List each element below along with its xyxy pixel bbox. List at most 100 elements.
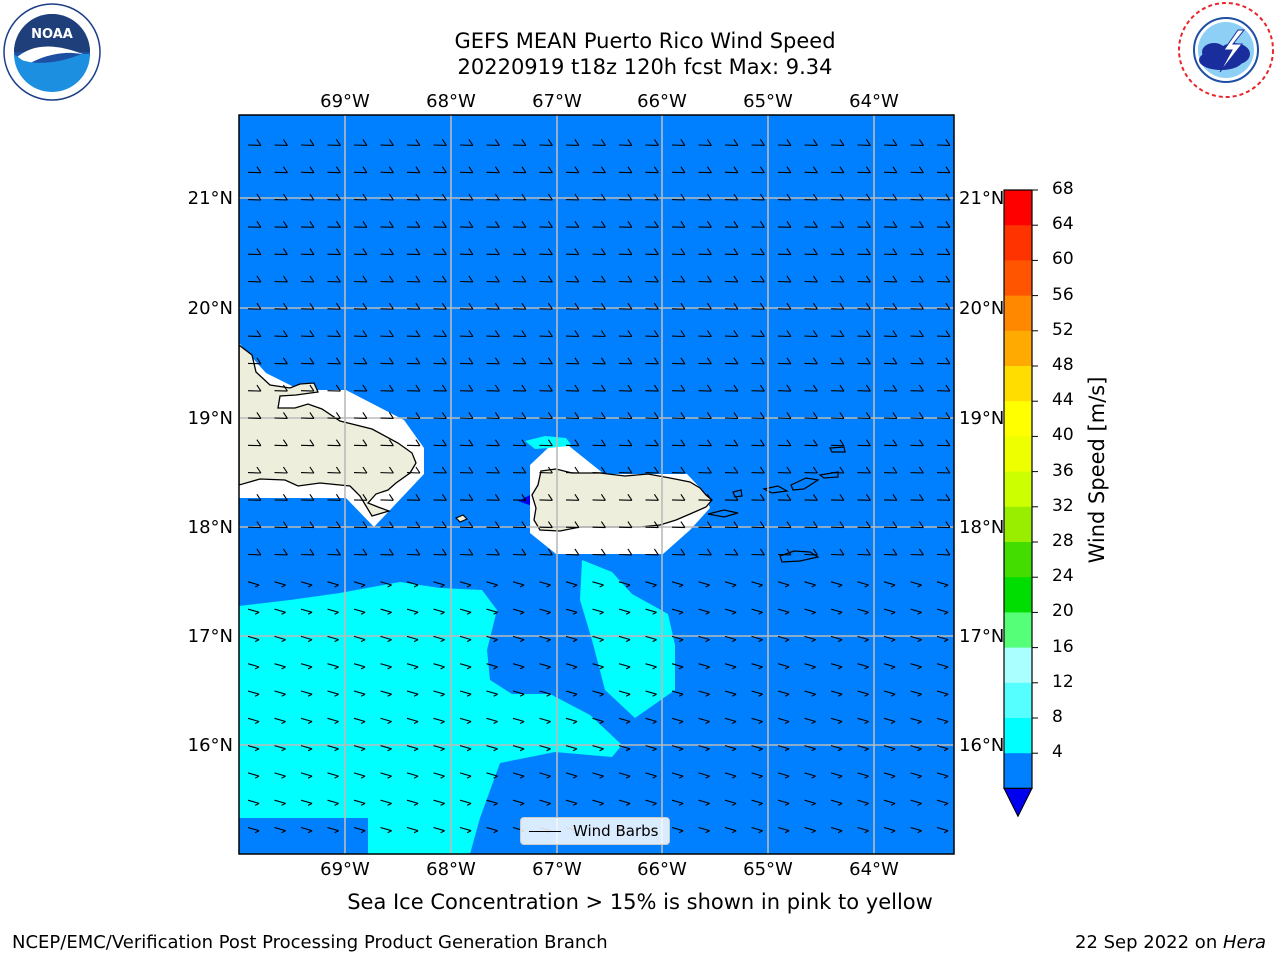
right-lat-label: 18°N — [959, 517, 1004, 538]
wind-barb — [433, 384, 447, 392]
wind-barb — [274, 493, 288, 501]
wind-barb — [804, 635, 816, 643]
wind-barb — [883, 608, 896, 615]
wind-barb — [380, 220, 394, 228]
wind-barb — [247, 690, 260, 697]
wind-barb — [751, 826, 763, 834]
wind-barb — [406, 608, 419, 615]
wind-barb — [512, 166, 527, 174]
wind-barb — [512, 139, 527, 146]
wind-barb — [512, 608, 525, 615]
wind-barb — [380, 581, 392, 588]
wind-barb — [274, 799, 286, 806]
wind-barb — [565, 493, 580, 501]
colorbar-segment — [1004, 542, 1032, 578]
wind-barb — [565, 166, 580, 174]
wind-barb — [645, 493, 659, 501]
wind-barb — [857, 799, 869, 806]
wind-barb — [247, 745, 260, 752]
wind-barb — [486, 690, 498, 697]
wind-barb — [459, 717, 472, 724]
wind-barb — [777, 357, 792, 365]
wind-barb — [592, 166, 606, 174]
wind-barb — [645, 521, 659, 529]
wind-barb — [512, 220, 527, 228]
wind-barb — [592, 220, 606, 228]
wind-barb — [247, 139, 262, 146]
wind-barb — [486, 548, 500, 556]
wind-barb — [671, 166, 686, 174]
wind-barb — [380, 439, 394, 447]
wind-barb — [751, 139, 765, 146]
wind-barb — [539, 193, 553, 201]
wind-barb — [936, 745, 949, 752]
left-lat-label: 17°N — [188, 626, 233, 647]
wind-barb — [327, 139, 341, 146]
wind-barb — [751, 439, 765, 447]
colorbar-segment — [1004, 330, 1032, 367]
wind-barb — [406, 717, 419, 724]
wind-barb — [406, 330, 421, 338]
wind-barb — [592, 466, 606, 474]
wind-barb — [247, 166, 262, 174]
wind-barb — [539, 745, 551, 752]
wind-barb — [830, 521, 845, 529]
wind-barb — [433, 357, 447, 365]
wind-barb — [751, 745, 763, 752]
wind-barb — [274, 166, 288, 174]
wind-barb — [459, 493, 474, 501]
nws-logo — [1176, 0, 1276, 100]
wind-barb — [618, 166, 633, 174]
wind-barb — [433, 439, 447, 447]
wind-barb — [698, 521, 712, 529]
wind-barb — [512, 330, 527, 338]
left-lat-label: 19°N — [188, 408, 233, 429]
wind-barb — [353, 799, 366, 806]
wind-barb — [883, 745, 896, 752]
wind-barb — [353, 521, 368, 529]
wind-barb — [539, 663, 551, 670]
wind-barb — [804, 663, 816, 670]
wind-barb — [724, 717, 737, 724]
right-lat-label: 20°N — [959, 298, 1004, 319]
wind-barb — [459, 581, 472, 588]
wind-barb — [883, 663, 896, 670]
wind-barb — [936, 772, 949, 779]
wind-barb — [380, 745, 392, 752]
colorbar-tick-label: 68 — [1052, 179, 1074, 199]
wind-barb — [751, 248, 765, 256]
wind-barb — [618, 384, 633, 392]
wind-barb — [327, 690, 339, 697]
wind-barb — [724, 384, 739, 392]
wind-barb — [724, 248, 739, 256]
wind-barb — [592, 275, 606, 283]
wind-barb — [883, 826, 896, 834]
wind-barb — [565, 581, 578, 588]
wind-barb — [857, 412, 871, 419]
wind-barb — [274, 608, 286, 615]
wind-barb — [698, 466, 712, 474]
wind-barb — [486, 466, 500, 474]
colorbar-segment — [1004, 225, 1032, 261]
wind-barb — [300, 439, 315, 447]
wind-barb — [327, 357, 341, 365]
wind-barb — [618, 663, 631, 670]
left-lat-label: 21°N — [188, 188, 233, 209]
wind-barb — [539, 521, 553, 529]
wind-barb — [671, 717, 684, 724]
wind-barb — [459, 302, 474, 310]
wind-barb — [724, 608, 737, 615]
wind-barb — [830, 357, 845, 365]
wind-barb — [433, 608, 445, 615]
wind-barb — [247, 384, 262, 392]
wind-barb — [512, 635, 525, 643]
wind-barb — [327, 220, 341, 228]
wind-barb — [671, 466, 686, 474]
wind-barb — [486, 166, 500, 174]
wind-barb — [592, 439, 606, 447]
wind-barb — [247, 439, 262, 447]
wind-barb — [751, 466, 765, 474]
wind-barb — [618, 635, 631, 643]
wind-barb — [883, 635, 896, 643]
wind-barb — [777, 384, 792, 392]
